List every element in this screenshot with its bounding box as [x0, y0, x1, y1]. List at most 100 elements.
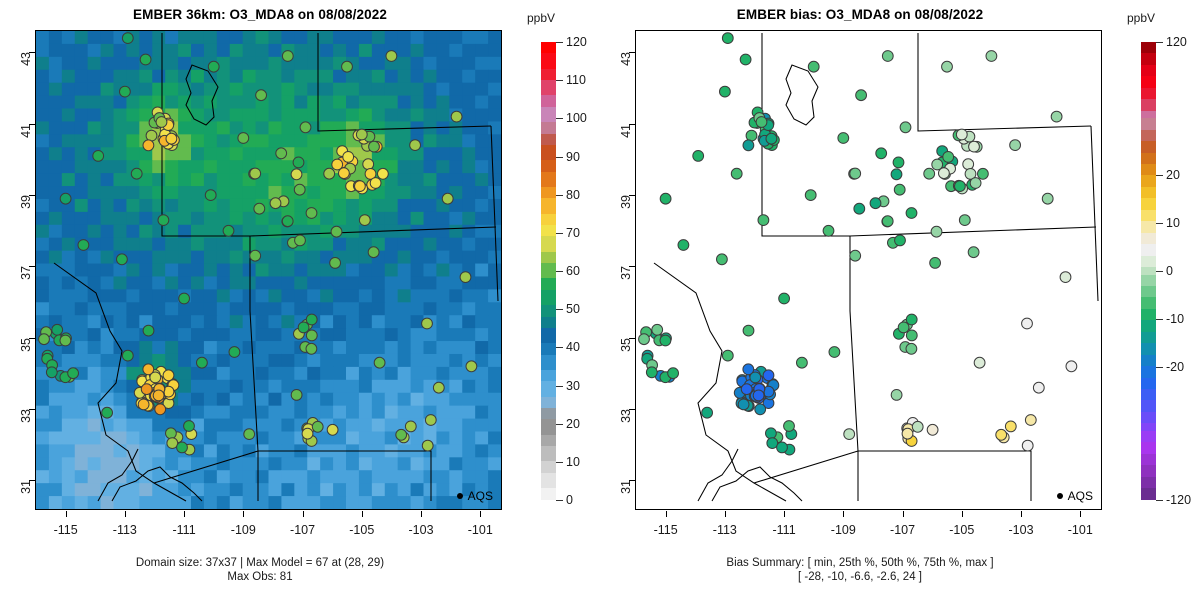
aqs-station-marker[interactable] [432, 381, 445, 394]
aqs-station-marker[interactable] [837, 132, 850, 144]
aqs-station-marker[interactable] [881, 215, 894, 228]
aqs-station-marker[interactable] [905, 342, 918, 355]
aqs-station-marker[interactable] [1050, 110, 1063, 123]
aqs-station-marker[interactable] [1059, 271, 1072, 284]
aqs-station-marker[interactable] [828, 346, 841, 358]
aqs-station-marker[interactable] [1024, 414, 1037, 426]
aqs-station-marker[interactable] [275, 147, 288, 160]
aqs-station-marker[interactable] [853, 202, 866, 215]
aqs-station-marker[interactable] [294, 234, 306, 247]
aqs-station-marker[interactable] [742, 139, 755, 152]
aqs-station-marker[interactable] [92, 150, 105, 162]
aqs-station-marker[interactable] [178, 292, 191, 305]
aqs-station-marker[interactable] [354, 180, 366, 193]
aqs-station-marker[interactable] [740, 383, 753, 396]
aqs-station-marker[interactable] [942, 151, 955, 163]
map-plot-bias[interactable]: AQS [635, 30, 1102, 510]
aqs-station-marker[interactable] [377, 167, 389, 180]
aqs-station-marker[interactable] [737, 398, 750, 411]
aqs-station-marker[interactable] [305, 313, 318, 326]
aqs-station-marker[interactable] [424, 414, 437, 426]
aqs-station-marker[interactable] [721, 32, 734, 44]
aqs-station-marker[interactable] [905, 329, 918, 342]
aqs-station-marker[interactable] [757, 214, 770, 227]
aqs-station-marker[interactable] [869, 197, 882, 210]
aqs-station-marker[interactable] [137, 398, 150, 411]
aqs-station-marker[interactable] [716, 253, 728, 266]
aqs-station-marker[interactable] [369, 177, 382, 189]
aqs-station-marker[interactable] [269, 197, 282, 210]
aqs-station-marker[interactable] [967, 246, 980, 259]
aqs-station-marker[interactable] [290, 389, 303, 401]
aqs-station-marker[interactable] [968, 140, 980, 153]
aqs-station-marker[interactable] [901, 427, 914, 440]
aqs-station-marker[interactable] [985, 50, 998, 62]
aqs-station-marker[interactable] [745, 129, 758, 142]
aqs-station-marker[interactable] [677, 239, 690, 251]
aqs-station-marker[interactable] [441, 192, 454, 205]
aqs-station-marker[interactable] [368, 140, 380, 153]
aqs-station-marker[interactable] [849, 249, 862, 262]
aqs-station-marker[interactable] [450, 110, 463, 123]
aqs-station-marker[interactable] [330, 225, 343, 238]
aqs-station-marker[interactable] [911, 420, 924, 433]
aqs-station-marker[interactable] [638, 333, 650, 346]
aqs-station-marker[interactable] [326, 423, 339, 436]
aqs-station-marker[interactable] [301, 427, 314, 440]
aqs-station-marker[interactable] [358, 214, 371, 227]
aqs-station-marker[interactable] [355, 128, 368, 141]
aqs-station-marker[interactable] [645, 366, 658, 379]
aqs-station-marker[interactable] [905, 313, 918, 326]
aqs-station-marker[interactable] [730, 167, 743, 180]
aqs-station-marker[interactable] [155, 116, 168, 128]
aqs-station-marker[interactable] [931, 158, 944, 171]
aqs-station-marker[interactable] [721, 349, 734, 362]
aqs-station-marker[interactable] [373, 356, 386, 369]
aqs-station-marker[interactable] [926, 423, 939, 436]
aqs-station-marker[interactable] [923, 167, 936, 180]
aqs-station-marker[interactable] [297, 321, 310, 334]
aqs-station-marker[interactable] [465, 360, 478, 373]
aqs-station-marker[interactable] [119, 85, 131, 98]
aqs-station-marker[interactable] [165, 427, 177, 440]
aqs-station-marker[interactable] [958, 214, 971, 227]
aqs-station-marker[interactable] [742, 324, 755, 337]
aqs-station-marker[interactable] [1021, 439, 1034, 452]
aqs-station-marker[interactable] [342, 151, 355, 163]
aqs-station-marker[interactable] [849, 167, 862, 180]
aqs-station-marker[interactable] [409, 139, 422, 151]
aqs-station-marker[interactable] [938, 167, 950, 180]
aqs-station-marker[interactable] [162, 369, 175, 382]
aqs-station-marker[interactable] [145, 129, 158, 142]
aqs-station-marker[interactable] [149, 371, 162, 384]
aqs-station-marker[interactable] [659, 192, 672, 205]
aqs-station-marker[interactable] [667, 367, 679, 380]
aqs-station-marker[interactable] [299, 121, 312, 134]
aqs-station-marker[interactable] [1009, 139, 1022, 151]
aqs-station-marker[interactable] [293, 183, 306, 196]
aqs-station-marker[interactable] [166, 437, 179, 450]
aqs-station-marker[interactable] [255, 89, 268, 102]
aqs-station-marker[interactable] [719, 85, 731, 98]
aqs-station-marker[interactable] [140, 383, 153, 396]
aqs-station-marker[interactable] [766, 437, 779, 450]
aqs-station-marker[interactable] [142, 363, 155, 376]
aqs-station-marker[interactable] [894, 234, 906, 247]
aqs-station-marker[interactable] [651, 323, 664, 336]
aqs-station-marker[interactable] [739, 53, 752, 66]
aqs-station-marker[interactable] [783, 420, 795, 432]
aqs-station-marker[interactable] [754, 403, 767, 416]
aqs-station-marker[interactable] [807, 60, 820, 73]
aqs-station-marker[interactable] [776, 441, 788, 454]
aqs-station-marker[interactable] [130, 167, 143, 180]
aqs-station-marker[interactable] [139, 53, 152, 66]
aqs-station-marker[interactable] [804, 189, 817, 202]
aqs-station-marker[interactable] [421, 439, 434, 452]
aqs-station-marker[interactable] [290, 168, 303, 181]
aqs-station-marker[interactable] [329, 257, 342, 269]
aqs-station-marker[interactable] [281, 215, 294, 228]
aqs-station-marker[interactable] [755, 116, 768, 128]
aqs-station-marker[interactable] [59, 334, 72, 347]
aqs-station-marker[interactable] [101, 406, 113, 419]
aqs-station-marker[interactable] [38, 333, 50, 346]
